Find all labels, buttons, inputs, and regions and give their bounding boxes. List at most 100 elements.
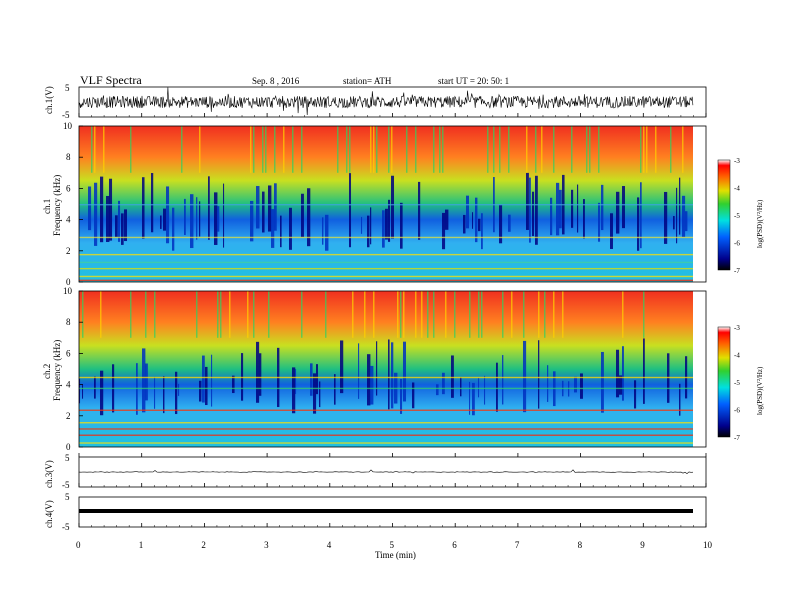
- colorbar-tick-label: -7: [734, 434, 740, 442]
- spec-burst: [295, 369, 297, 395]
- ch1-spec-ylabel: Frequency (kHz): [52, 175, 62, 236]
- spec-burst: [340, 340, 344, 394]
- spec-burst: [676, 187, 678, 244]
- spec-streak: [349, 126, 351, 173]
- spec-streak: [562, 291, 564, 338]
- spec-burst: [175, 371, 178, 415]
- spec-burst: [199, 380, 202, 402]
- spec-burst: [574, 376, 577, 393]
- spec-streak: [682, 126, 684, 173]
- spec-band: [79, 409, 693, 411]
- spec-band: [79, 236, 693, 239]
- spec-burst: [100, 370, 104, 416]
- spec-burst: [622, 346, 624, 401]
- ch4-wave-ylabel: ch.4(V): [44, 500, 54, 528]
- spec-burst: [94, 182, 98, 246]
- freq-tick-label: 8: [66, 152, 71, 162]
- spec-burst: [538, 340, 540, 409]
- spec-band: [79, 422, 693, 424]
- date-label: Sep. 8 , 2016: [252, 76, 300, 86]
- spec-burst: [313, 373, 317, 414]
- ch1-wave-ylabel: ch.1(V): [44, 86, 54, 114]
- spec-streak: [301, 126, 303, 173]
- spec-burst: [598, 202, 601, 242]
- spec-streak: [217, 291, 219, 338]
- spec-burst: [256, 341, 260, 403]
- spec-burst: [310, 363, 313, 396]
- colorbar-tick-label: -5: [734, 212, 740, 220]
- spec-burst: [160, 215, 162, 229]
- spec-burst: [358, 343, 360, 399]
- ch1-spec-frame: [78, 125, 707, 283]
- spec-burst: [496, 362, 498, 412]
- spec-burst: [685, 211, 688, 232]
- spec-band: [79, 204, 693, 206]
- spec-burst: [259, 353, 262, 396]
- spec-burst: [208, 176, 210, 240]
- freq-tick-label: 0: [66, 277, 71, 287]
- spec-streak: [406, 126, 408, 173]
- spec-streak: [586, 126, 588, 173]
- spec-streak: [145, 291, 147, 338]
- colorbar-tick-label: -3: [734, 324, 740, 332]
- spec-burst: [100, 176, 104, 243]
- spec-streak: [469, 291, 471, 338]
- chart-title: VLF Spectra: [80, 73, 142, 87]
- spec-streak: [373, 126, 375, 173]
- spec-burst: [388, 339, 390, 410]
- freq-tick-label: 2: [66, 411, 71, 421]
- spec-burst: [436, 384, 439, 396]
- spec-burst: [289, 207, 292, 250]
- spec-burst: [400, 202, 403, 249]
- spec-band: [79, 434, 693, 436]
- spec-streak: [250, 126, 252, 173]
- station-label: station= ATH: [343, 76, 392, 86]
- spec-burst: [199, 201, 201, 237]
- spec-streak: [643, 291, 645, 338]
- spec-burst: [679, 383, 681, 416]
- spec-streak: [274, 126, 276, 173]
- spec-streak: [283, 126, 285, 173]
- spec-streak: [196, 291, 198, 338]
- spec-streak: [415, 291, 417, 338]
- spec-band: [79, 442, 693, 444]
- spec-streak: [103, 126, 105, 173]
- spec-burst: [205, 366, 208, 406]
- spec-burst: [502, 355, 504, 405]
- ch3-wave-ylabel: ch.3(V): [44, 460, 54, 488]
- spec-streak: [523, 291, 525, 338]
- ch3-wave-ytick-top: 5: [65, 453, 70, 463]
- spec-streak: [571, 126, 573, 173]
- ch1-wave-ytick-top: 5: [65, 83, 70, 93]
- spec-burst: [679, 177, 681, 235]
- spec-streak: [247, 291, 249, 338]
- spec-burst: [634, 380, 637, 409]
- spec-band: [79, 376, 693, 379]
- spec-streak: [544, 291, 546, 338]
- spec-burst: [559, 189, 562, 229]
- spec-streak: [229, 291, 231, 338]
- spec-burst: [637, 197, 640, 251]
- spec-burst: [124, 209, 128, 242]
- spec-burst: [610, 213, 613, 249]
- ch1-wave-ytick-bottom: -5: [62, 110, 70, 120]
- spec-burst: [577, 184, 579, 233]
- ch2-spec-ylabel-top: ch.2: [42, 364, 52, 379]
- spec-burst: [478, 377, 480, 398]
- spec-burst: [391, 342, 394, 409]
- ch1-spec-ylabel-top: ch.1: [42, 199, 52, 214]
- spec-burst: [499, 204, 503, 244]
- freq-tick-label: 4: [66, 380, 71, 390]
- x-tick-label: 5: [390, 540, 395, 550]
- freq-tick-label: 6: [66, 348, 71, 358]
- freq-tick-label: 0: [66, 442, 71, 452]
- spec-burst: [550, 197, 553, 236]
- ch2-spec-background: [79, 291, 693, 447]
- spec-streak: [553, 126, 555, 173]
- spec-streak: [400, 291, 402, 338]
- spec-burst: [292, 367, 296, 414]
- x-tick-label: 8: [578, 540, 583, 550]
- freq-tick-label: 10: [63, 121, 73, 131]
- spec-streak: [130, 126, 132, 173]
- spec-streak: [646, 126, 648, 173]
